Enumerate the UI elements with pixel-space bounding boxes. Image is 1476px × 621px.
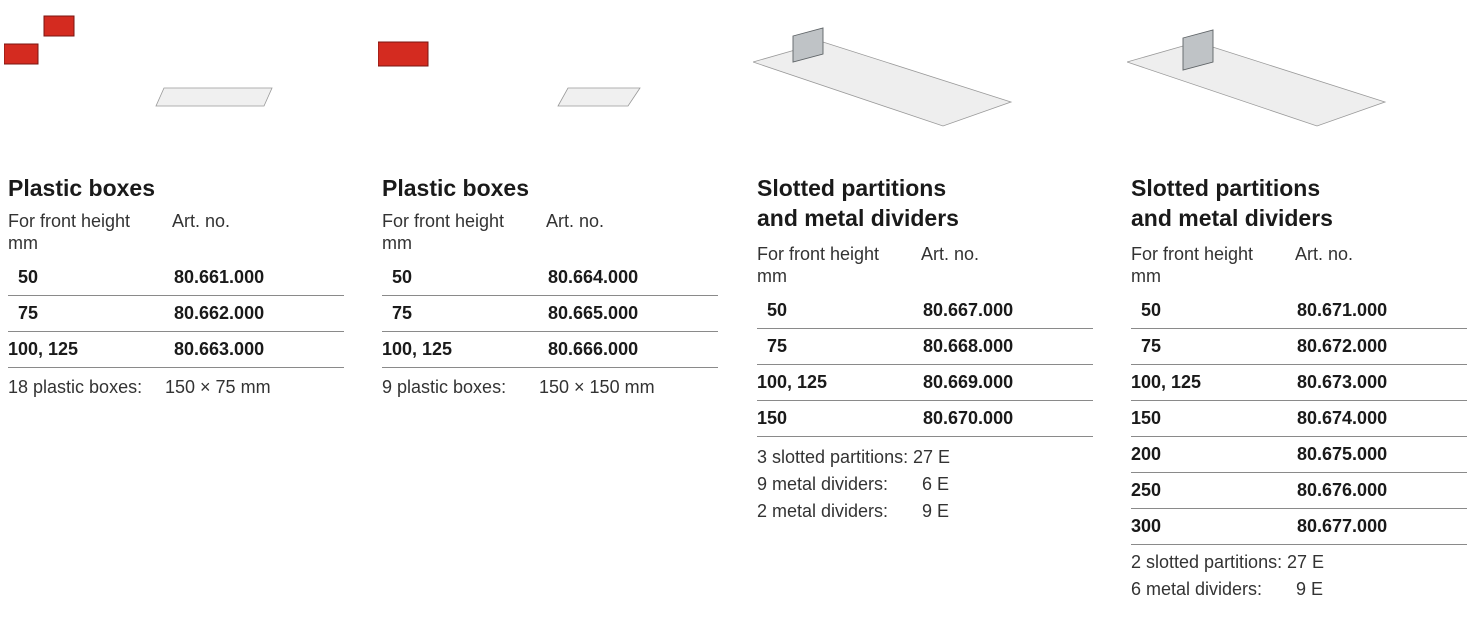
column-title: Plastic boxes [8,175,156,201]
table-row: 100, 125 80.669.000 [757,365,1093,401]
contents-notes: 9 plastic boxes: 150 × 150 mm [382,374,718,401]
slotted-partitions-illustration [1127,29,1387,127]
table-row: 75 80.672.000 [1131,329,1467,365]
note-line: 2 metal dividers: 9 E [757,501,950,521]
note-line: 6 metal dividers: 9 E [1131,579,1324,599]
table-row: 150 80.674.000 [1131,401,1467,437]
table-row: 50 80.667.000 [757,293,1093,329]
plastic-boxes-9-illustration [378,41,641,107]
article-table: 50 80.671.000 75 80.672.000 100, 125 80.673… [1131,293,1467,545]
column-title: Plastic boxes [382,175,530,201]
table-row: 50 80.671.000 [1131,293,1467,329]
table-row: 200 80.675.000 [1131,437,1467,473]
note-line: 18 plastic boxes: 150 × 75 mm [8,377,271,397]
contents-notes: 2 slotted partitions: 27 E 6 metal divide… [1131,549,1467,603]
note-line: 9 plastic boxes: 150 × 150 mm [382,377,655,397]
slotted-partitions-illustration [753,27,1013,127]
note-line: 9 metal dividers: 6 E [757,474,950,494]
column-title: Slotted partitions and metal dividers [1131,175,1333,231]
box-grid [4,15,75,65]
column-title: Slotted partitions and metal dividers [757,175,959,231]
plastic-boxes-18-illustration [4,15,273,107]
table-row: 75 80.665.000 [382,296,718,332]
table-row: 75 80.668.000 [757,329,1093,365]
table-row: 250 80.676.000 [1131,473,1467,509]
note-line: 2 slotted partitions: 27 E [1131,552,1325,572]
table-row: 100, 125 80.673.000 [1131,365,1467,401]
article-table: 50 80.661.000 75 80.662.000 100, 125 80.663… [8,260,344,368]
table-row: 50 80.661.000 [8,260,344,296]
article-table: 50 80.667.000 75 80.668.000 100, 125 80.669… [757,293,1093,437]
table-row: 50 80.664.000 [382,260,718,296]
table-row: 75 80.662.000 [8,296,344,332]
table-row: 300 80.677.000 [1131,509,1467,545]
article-table: 50 80.664.000 75 80.665.000 100, 125 80.666… [382,260,718,368]
note-line: 3 slotted partitions: 27 E [757,447,951,467]
contents-notes: 18 plastic boxes: 150 × 75 mm [8,374,344,401]
contents-notes: 3 slotted partitions: 27 E 9 metal divide… [757,444,1093,525]
table-row: 100, 125 80.663.000 [8,332,344,368]
table-row: 100, 125 80.666.000 [382,332,718,368]
table-row: 150 80.670.000 [757,401,1093,437]
